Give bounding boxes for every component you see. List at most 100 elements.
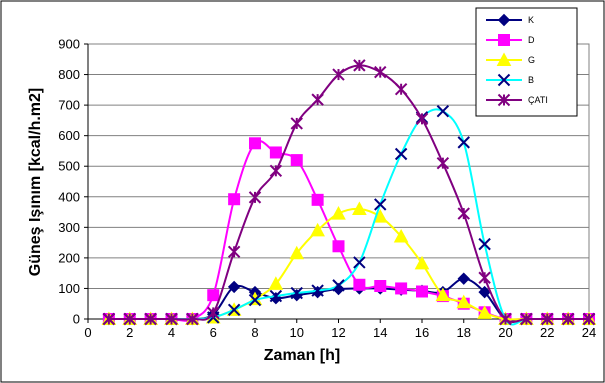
x-tick-label: 22 <box>540 325 554 340</box>
legend-label: D <box>528 35 535 45</box>
data-point <box>227 280 241 294</box>
data-point <box>332 68 345 81</box>
data-point <box>269 146 282 159</box>
y-tick-label: 600 <box>58 128 80 143</box>
data-point <box>435 287 451 302</box>
legend-box <box>475 7 578 117</box>
x-tick-label: 18 <box>457 325 471 340</box>
x-tick-label: 14 <box>373 325 387 340</box>
series-4 <box>102 59 596 326</box>
data-point <box>289 245 305 260</box>
data-point <box>436 156 450 170</box>
data-point <box>394 83 408 96</box>
y-tick-label: 0 <box>73 312 80 327</box>
data-point <box>520 312 533 326</box>
data-point <box>456 294 472 309</box>
data-point <box>332 240 345 253</box>
data-point <box>311 284 324 297</box>
x-tick-label: 24 <box>582 325 596 340</box>
legend-label: B <box>528 75 534 85</box>
legend-marker <box>497 93 511 107</box>
data-point <box>393 228 409 243</box>
data-point <box>415 112 429 126</box>
data-point <box>374 280 387 292</box>
data-point <box>478 285 491 299</box>
legend-marker <box>497 13 511 27</box>
data-point <box>499 312 512 326</box>
data-point <box>186 312 199 326</box>
data-point <box>331 206 346 220</box>
data-point <box>457 136 470 149</box>
y-tick-label: 500 <box>58 159 80 174</box>
data-point <box>269 289 283 303</box>
x-tick-label: 0 <box>84 325 91 340</box>
legend-entry: D <box>486 34 535 46</box>
x-tick-label: 2 <box>126 325 133 340</box>
data-point <box>395 282 408 295</box>
data-point <box>290 117 303 130</box>
y-tick-label: 100 <box>58 281 80 296</box>
data-point <box>353 278 366 291</box>
y-tick-label: 900 <box>58 37 80 52</box>
data-point <box>123 312 136 326</box>
data-point <box>227 303 241 317</box>
x-tick-label: 12 <box>331 325 345 340</box>
data-point <box>414 255 430 270</box>
legend-label: ÇATI <box>528 95 548 105</box>
legend-entry: B <box>486 73 534 87</box>
series-group <box>101 59 597 326</box>
x-tick-label: 4 <box>168 325 175 340</box>
y-tick-label: 400 <box>58 189 80 204</box>
data-point <box>248 293 262 307</box>
data-point <box>311 93 324 106</box>
legend-entry: G <box>486 52 535 66</box>
data-point <box>561 312 575 326</box>
x-tick-label: 10 <box>290 325 304 340</box>
data-point <box>374 65 387 79</box>
legend-entry: K <box>486 13 534 27</box>
data-point <box>310 222 325 237</box>
data-point <box>394 147 408 161</box>
data-point <box>207 289 220 302</box>
data-point <box>353 59 366 72</box>
data-point <box>457 207 470 220</box>
data-point <box>249 137 261 150</box>
x-tick-label: 6 <box>210 325 217 340</box>
legend-marker <box>496 52 512 66</box>
data-point <box>478 271 491 284</box>
data-point <box>374 198 387 211</box>
data-point <box>268 276 284 290</box>
y-axis-title: Güneş Işınım [kcal/h.m2] <box>27 88 44 277</box>
data-point <box>290 154 303 167</box>
y-tick-label: 300 <box>58 220 80 235</box>
y-tick-label: 700 <box>58 98 80 113</box>
data-point <box>478 237 491 251</box>
data-point <box>102 312 116 326</box>
data-point <box>541 312 554 326</box>
data-point <box>332 279 345 292</box>
data-point <box>227 245 241 258</box>
data-point <box>228 193 241 206</box>
legend-entry: ÇATI <box>486 93 548 107</box>
data-point <box>311 193 324 206</box>
data-point <box>144 312 157 326</box>
data-point <box>248 191 262 204</box>
data-point <box>352 201 367 215</box>
x-tick-label: 16 <box>415 325 429 340</box>
data-point <box>416 285 428 298</box>
data-point <box>457 272 470 285</box>
x-tick-label: 8 <box>251 325 258 340</box>
data-point <box>207 306 220 320</box>
data-point <box>165 312 178 326</box>
legend-marker <box>497 73 511 87</box>
legend-marker <box>498 34 510 46</box>
y-tick-label: 800 <box>58 67 80 82</box>
data-point <box>477 305 492 319</box>
data-point <box>353 256 366 269</box>
data-point <box>436 105 450 118</box>
data-point <box>290 286 303 300</box>
